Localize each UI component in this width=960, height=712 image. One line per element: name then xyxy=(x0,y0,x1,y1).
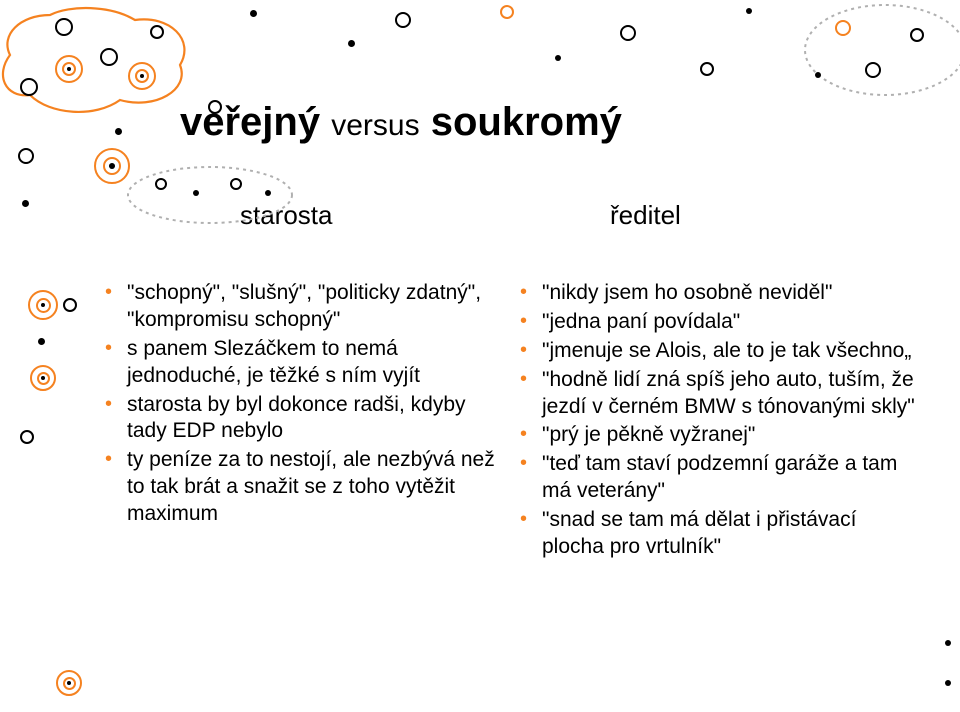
decor-dot xyxy=(250,10,257,17)
decor-dot xyxy=(22,200,29,207)
list-item: "hodně lidí zná spíš jeho auto, tuším, ž… xyxy=(520,367,915,421)
blob-grey-topright xyxy=(790,0,960,105)
decor-circle xyxy=(230,178,242,190)
list-item: s panem Slezáčkem to nemá jednoduché, je… xyxy=(105,336,500,390)
decor-circle xyxy=(155,178,167,190)
list-item: "nikdy jsem ho osobně neviděl" xyxy=(520,280,915,307)
list-item: "snad se tam má dělat i přistávací ploch… xyxy=(520,507,915,561)
decor-circle-orange xyxy=(835,20,851,36)
decor-target xyxy=(128,62,156,90)
decor-circle xyxy=(865,62,881,78)
decor-dot xyxy=(193,190,199,196)
decor-circle xyxy=(208,100,222,114)
decor-target xyxy=(56,670,82,696)
list-item: "schopný", "slušný", "politicky zdatný",… xyxy=(105,280,500,334)
decor-circle xyxy=(150,25,164,39)
blob-grey-mid xyxy=(120,160,300,230)
decor-dot xyxy=(115,128,122,135)
title-word-2: versus xyxy=(331,109,419,142)
decor-circle xyxy=(100,48,118,66)
list-item: ty peníze za to nestojí, ale nezbývá než… xyxy=(105,447,500,528)
decor-circle xyxy=(700,62,714,76)
decor-circle-orange xyxy=(500,5,514,19)
decor-circle xyxy=(18,148,34,164)
decor-circle xyxy=(63,298,77,312)
decor-circle xyxy=(55,18,73,36)
decor-dot xyxy=(38,338,45,345)
decor-target xyxy=(30,365,56,391)
title-word-1: veřejný xyxy=(180,100,320,144)
title-word-3: soukromý xyxy=(431,100,622,144)
decor-target xyxy=(28,290,58,320)
decor-circle xyxy=(910,28,924,42)
decor-dot xyxy=(348,40,355,47)
decor-circle xyxy=(620,25,636,41)
decor-circle xyxy=(395,12,411,28)
decor-dot xyxy=(746,8,752,14)
decor-dot xyxy=(945,680,951,686)
content-columns: "schopný", "slušný", "politicky zdatný",… xyxy=(105,280,955,563)
slide-title: veřejný versus soukromý xyxy=(180,100,622,145)
decor-dot xyxy=(555,55,561,61)
decor-circle xyxy=(20,78,38,96)
list-item: "jedna paní povídala" xyxy=(520,309,915,336)
list-item: starosta by byl dokonce radši, kdyby tad… xyxy=(105,392,500,446)
left-column: "schopný", "slušný", "politicky zdatný",… xyxy=(105,280,500,563)
right-bullets: "nikdy jsem ho osobně neviděl" "jedna pa… xyxy=(520,280,915,561)
subhead-right: ředitel xyxy=(610,200,681,231)
decor-dot xyxy=(265,190,271,196)
decor-circle xyxy=(20,430,34,444)
blob-orange-topleft xyxy=(0,0,195,120)
list-item: "jmenuje se Alois, ale to je tak všechno… xyxy=(520,338,915,365)
list-item: "teď tam staví podzemní garáže a tam má … xyxy=(520,451,915,505)
list-item: "prý je pěkně vyžranej" xyxy=(520,422,915,449)
decor-dot xyxy=(815,72,821,78)
right-column: "nikdy jsem ho osobně neviděl" "jedna pa… xyxy=(520,280,915,563)
left-bullets: "schopný", "slušný", "politicky zdatný",… xyxy=(105,280,500,528)
decor-dot xyxy=(945,640,951,646)
decor-target xyxy=(55,55,83,83)
decor-target xyxy=(94,148,130,184)
